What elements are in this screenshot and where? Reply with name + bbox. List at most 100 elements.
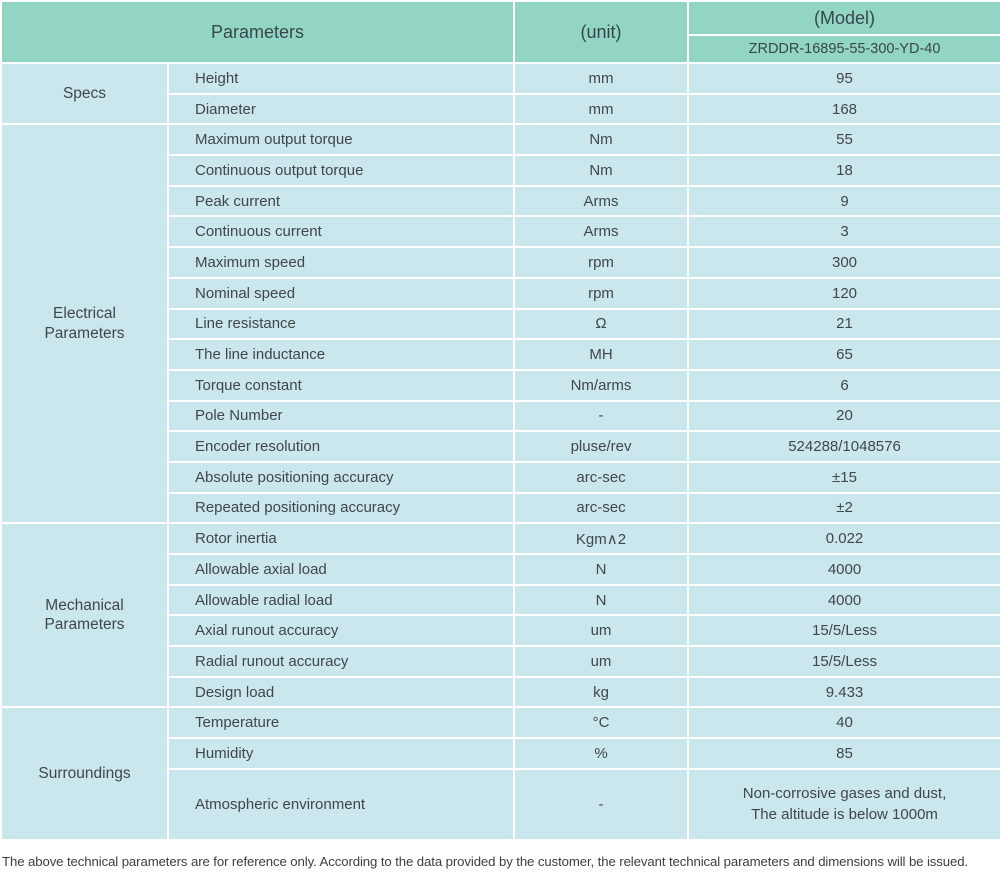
param-cell: Axial runout accuracy [166, 614, 516, 648]
value-cell: 120 [687, 276, 1000, 310]
value-cell: 65 [687, 338, 1000, 371]
unit-cell: N [513, 553, 690, 586]
parameters-column-header: Parameters [0, 0, 516, 64]
value-cell: 95 [687, 62, 1000, 95]
param-cell: Nominal speed [166, 276, 516, 310]
unit-cell: Nm/arms [513, 368, 690, 402]
group-cell: Specs [0, 61, 169, 126]
unit-cell: - [513, 399, 690, 433]
group-cell: Electrical Parameters [0, 123, 169, 525]
spec-table-body: Specs Height mm 95 Diameter mm 168 Electrical P… [0, 61, 1000, 841]
value-cell: 18 [687, 154, 1000, 187]
table-row: The line inductance MH 65 [1, 338, 1000, 371]
footer-note: The above technical parameters are for r… [2, 853, 969, 869]
table-row: Atmospheric environment - Non-corrosive ga… [1, 767, 1000, 841]
table-row: Surroundings Temperature °C 40 [0, 706, 1000, 841]
unit-cell: Arms [513, 215, 690, 249]
table-row: Design load kg 9.433 [1, 675, 1000, 709]
value-cell: 21 [687, 307, 1000, 341]
table-row: Line resistance Ω 21 [1, 307, 1000, 341]
table-row: Repeated positioning accuracy arc-sec ±2 [1, 491, 1000, 525]
value-cell: 15/5/Less [687, 614, 1000, 648]
group-label: Surroundings [38, 764, 131, 782]
unit-cell: arc-sec [513, 491, 690, 525]
value-cell: 9.433 [687, 675, 1000, 709]
table-row: Diameter mm 168 [1, 92, 1000, 126]
table-row: Continuous output torque Nm 18 [1, 154, 1000, 187]
unit-cell: um [513, 614, 690, 648]
param-cell: Peak current [166, 184, 516, 218]
unit-column-header: (unit) [513, 0, 690, 64]
spec-table-header: Parameters (unit) (Model) ZRDDR-16895-55… [0, 0, 1000, 64]
model-number: ZRDDR-16895-55-300-YD-40 [687, 34, 1000, 64]
param-cell: Allowable axial load [166, 553, 516, 586]
group-cell: Surroundings [0, 706, 169, 841]
value-cell: Non-corrosive gases and dust, The altitu… [687, 767, 1000, 841]
value-cell: 168 [687, 92, 1000, 126]
unit-cell: mm [513, 62, 690, 95]
unit-cell: kg [513, 675, 690, 709]
unit-cell: arc-sec [513, 460, 690, 494]
value-cell: 300 [687, 246, 1000, 279]
group-label: Electrical Parameters [44, 305, 125, 342]
table-row: Peak current Arms 9 [1, 184, 1000, 218]
param-cell: Continuous output torque [166, 154, 516, 187]
param-cell: Maximum output torque [166, 123, 516, 157]
param-cell: Encoder resolution [166, 430, 516, 463]
unit-cell: - [513, 767, 690, 841]
group-label: Specs [62, 85, 107, 102]
param-cell: Radial runout accuracy [166, 645, 516, 678]
group-cell: Mechanical Parameters [0, 522, 169, 709]
table-row: Allowable radial load N 4000 [1, 583, 1000, 617]
param-cell: Atmospheric environment [166, 767, 516, 841]
param-cell: The line inductance [166, 338, 516, 371]
table-row: Electrical Parameters Maximum output torq… [0, 123, 1000, 525]
value-cell: 4000 [687, 553, 1000, 586]
table-row: Humidity% 85 [1, 737, 1000, 770]
unit-cell: Arms [513, 184, 690, 218]
unit-cell: um [513, 645, 690, 678]
unit-cell: MH [513, 338, 690, 371]
value-cell: 4000 [687, 583, 1000, 617]
unit-cell: Nm [513, 154, 690, 187]
table-row: Allowable axial load N 4000 [1, 553, 1000, 586]
param-cell: Design load [166, 675, 516, 709]
value-cell: 55 [687, 123, 1000, 157]
spec-table: Parameters (unit) (Model) ZRDDR-16895-55… [0, 0, 1000, 841]
group-label: Mechanical Parameters [44, 597, 125, 634]
param-cell: Maximum speed [166, 246, 516, 279]
value-cell: 6 [687, 368, 1000, 402]
unit-cell: rpm [513, 276, 690, 310]
table-row: Encoder resolution pluse/rev 524288/104857… [1, 430, 1000, 463]
table-row: Mechanical Parameters Rotor inertia Kgm∧2 0… [0, 522, 1000, 709]
param-cell: Diameter [166, 92, 516, 126]
unit-cell: Kgm∧2 [513, 522, 690, 555]
param-cell: Rotor inertia [166, 522, 516, 555]
unit-cell: N [513, 583, 690, 617]
value-cell: 524288/1048576 [687, 430, 1000, 463]
value-cell: 0.022 [687, 522, 1000, 555]
unit-cell: % [513, 737, 690, 770]
unit-cell: °C [513, 706, 690, 740]
header-row-top: Parameters (unit) (Model) [0, 0, 1000, 64]
unit-cell: rpm [513, 246, 690, 279]
table-row: Maximum speed rpm 300 [1, 246, 1000, 279]
value-cell: 85 [687, 737, 1000, 770]
unit-cell: mm [513, 92, 690, 126]
value-cell: 15/5/Less [687, 645, 1000, 678]
value-cell: ±2 [687, 491, 1000, 525]
value-cell: 3 [687, 215, 1000, 249]
param-cell: Allowable radial load [166, 583, 516, 617]
param-cell: Humidity [166, 737, 516, 770]
table-row: Torque constant Nm/arms 6 [1, 368, 1000, 402]
unit-cell: Ω [513, 307, 690, 341]
table-row: Absolute positioning accuracy arc-sec ±15 [1, 460, 1000, 494]
value-cell: 9 [687, 184, 1000, 218]
header-row-bottom: ZRDDR-16895-55-300-YD-40 [1, 34, 1000, 64]
unit-cell: pluse/rev [513, 430, 690, 463]
param-cell: Line resistance [166, 307, 516, 341]
unit-cell: Nm [513, 123, 690, 157]
table-row: Continuous current Arms 3 [1, 215, 1000, 249]
param-cell: Temperature [166, 706, 516, 740]
